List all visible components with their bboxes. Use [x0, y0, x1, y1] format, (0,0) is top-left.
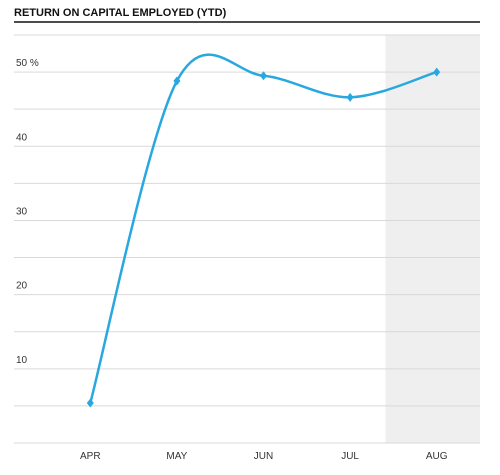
marker [346, 92, 354, 102]
chart-title: RETURN ON CAPITAL EMPLOYED (YTD) [14, 7, 227, 19]
y-tick-label: 10 [16, 355, 28, 366]
highlight-band [385, 35, 480, 443]
x-tick-label: JUL [341, 451, 359, 462]
marker [173, 76, 181, 86]
y-tick-label: 30 [16, 206, 28, 217]
marker [433, 67, 441, 77]
marker [86, 398, 94, 408]
x-tick-label: MAY [166, 451, 187, 462]
x-tick-label: APR [80, 451, 101, 462]
marker [260, 71, 267, 81]
line [89, 53, 438, 404]
y-tick-label: 50 % [16, 58, 39, 69]
x-tick-label: AUG [426, 451, 448, 462]
y-tick-label: 40 [16, 132, 28, 143]
x-tick-label: JUN [254, 451, 273, 462]
y-tick-label: 20 [16, 281, 28, 292]
